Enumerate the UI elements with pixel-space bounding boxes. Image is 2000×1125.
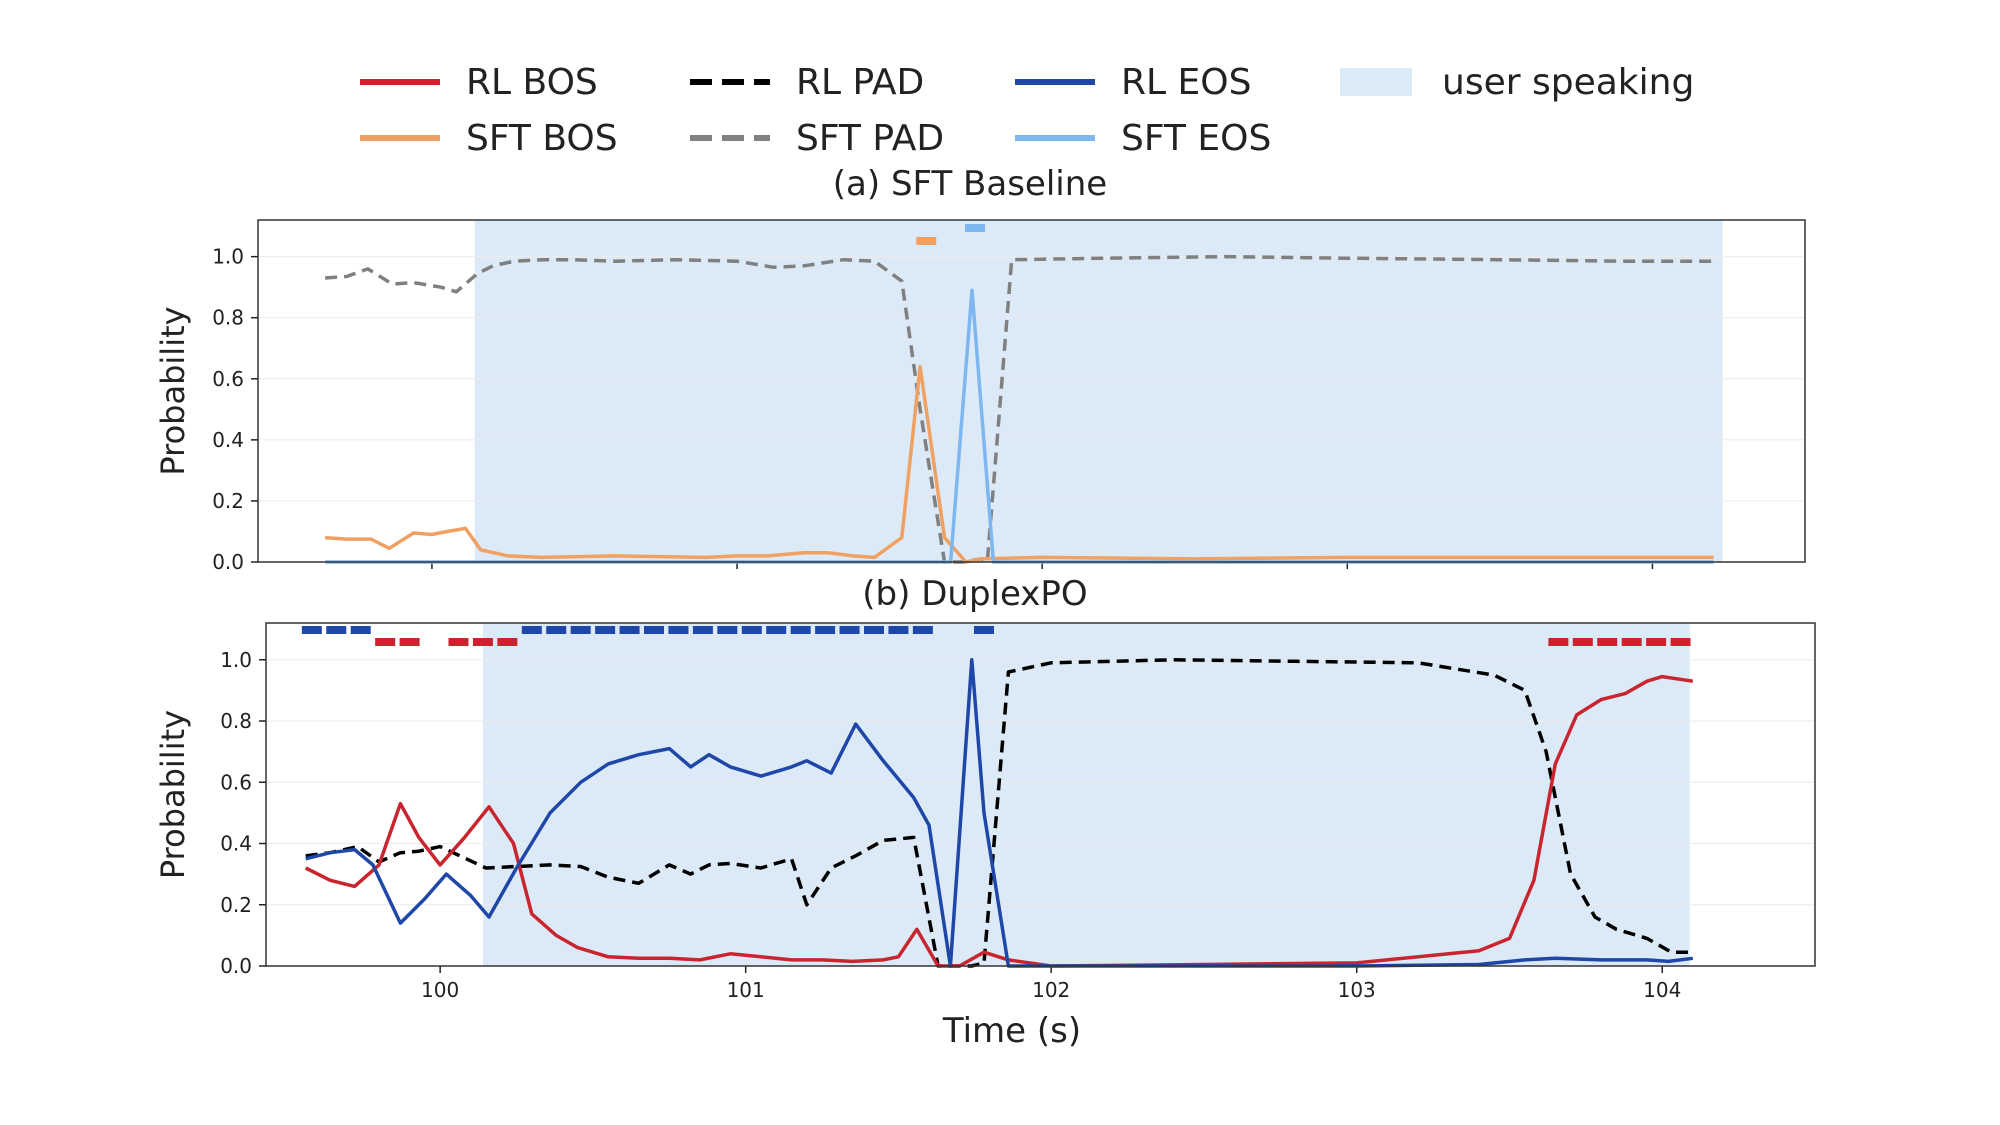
marker-rl-bos <box>375 638 396 646</box>
x-tick-label: 103 <box>1338 978 1376 1002</box>
panel-a-sft-baseline: 0.0 0.2 0.4 0.6 0.8 1.0 Probability <box>154 219 1806 574</box>
y-tick-label: 0.4 <box>212 428 244 452</box>
marker-rl-eos <box>790 626 811 634</box>
marker-rl-eos <box>973 626 994 634</box>
marker-rl-bos <box>1670 638 1691 646</box>
legend-item-sft-eos: SFT EOS <box>1015 118 1271 159</box>
marker-rl-eos <box>644 626 665 634</box>
y-tick-label: 0.0 <box>220 954 252 978</box>
plot-frame <box>257 219 1806 563</box>
y-axis-label: Probability <box>154 306 192 475</box>
marker-rl-eos <box>692 626 713 634</box>
marker-rl-bos <box>448 638 469 646</box>
legend-swatch-user-speaking <box>1340 68 1412 96</box>
marker-rl-eos <box>912 626 933 634</box>
legend-item-rl-pad: RL PAD <box>690 62 924 103</box>
legend-item-rl-eos: RL EOS <box>1015 62 1251 103</box>
series-line-sft-pad <box>324 254 1714 564</box>
legend-item-rl-bos: RL BOS <box>360 62 598 103</box>
marker-rl-bos <box>1621 638 1642 646</box>
y-tick-label: 0.6 <box>220 770 252 794</box>
y-tick-label: 0.4 <box>220 832 252 856</box>
marker-rl-eos <box>863 626 884 634</box>
panel-a-title: (a) SFT Baseline <box>833 164 1107 204</box>
user-speaking-region <box>474 220 1723 562</box>
marker-rl-eos <box>717 626 738 634</box>
plot-frame <box>265 622 1816 967</box>
y-tick-label: 0.2 <box>212 489 244 513</box>
legend-label-rl-bos: RL BOS <box>466 62 598 103</box>
y-tick-label: 1.0 <box>220 648 252 672</box>
legend-item-sft-pad: SFT PAD <box>690 118 944 159</box>
marker-rl-eos <box>839 626 860 634</box>
marker-rl-eos <box>546 626 567 634</box>
panel-b-title: (b) DuplexPO <box>862 574 1087 614</box>
series-line-rl-bos <box>304 674 1694 968</box>
legend-label-sft-pad: SFT PAD <box>796 118 944 159</box>
y-tick-label: 0.2 <box>220 893 252 917</box>
y-tick-label: 0.8 <box>212 306 244 330</box>
series-line-rl-pad <box>305 658 1693 968</box>
marker-rl-eos <box>888 626 909 634</box>
x-tick-label: 101 <box>727 978 765 1002</box>
marker-rl-bos <box>1548 638 1569 646</box>
legend-label-sft-eos: SFT EOS <box>1121 118 1271 159</box>
marker-sft-bos <box>916 237 937 245</box>
x-tick-label: 104 <box>1643 978 1681 1002</box>
y-tick-label: 0.8 <box>220 709 252 733</box>
x-tick-label: 100 <box>421 978 459 1002</box>
legend-label-user-speaking: user speaking <box>1442 62 1694 103</box>
legend-label-sft-bos: SFT BOS <box>466 118 618 159</box>
y-tick-label: 1.0 <box>212 245 244 269</box>
marker-rl-eos <box>668 626 689 634</box>
marker-rl-bos <box>1646 638 1667 646</box>
legend-label-rl-eos: RL EOS <box>1121 62 1251 103</box>
x-axis-label: Time (s) <box>942 1011 1081 1051</box>
user-speaking-region <box>482 623 1690 966</box>
marker-rl-bos <box>1572 638 1593 646</box>
marker-rl-eos <box>350 626 371 634</box>
marker-rl-eos <box>326 626 347 634</box>
x-tick-label: 102 <box>1032 978 1070 1002</box>
legend-item-sft-bos: SFT BOS <box>360 118 618 159</box>
marker-rl-eos <box>741 626 762 634</box>
marker-sft-eos <box>965 224 986 232</box>
legend-item-user-speaking: user speaking <box>1340 62 1694 103</box>
marker-rl-eos <box>521 626 542 634</box>
marker-rl-eos <box>619 626 640 634</box>
y-axis-label: Probability <box>154 710 192 879</box>
panel-b-duplexpo: 0.0 0.2 0.4 0.6 0.8 1.0 100 101 102 103 104 Probabi… <box>154 622 1816 1002</box>
marker-rl-bos <box>399 638 420 646</box>
marker-rl-eos <box>815 626 836 634</box>
y-tick-label: 0.0 <box>212 550 244 574</box>
marker-rl-bos <box>497 638 518 646</box>
legend-label-rl-pad: RL PAD <box>796 62 924 103</box>
series-line-sft-bos <box>324 364 1714 564</box>
marker-rl-bos <box>1597 638 1618 646</box>
y-tick-label: 0.6 <box>212 367 244 391</box>
marker-rl-eos <box>301 626 322 634</box>
legend: RL BOS RL PAD RL EOS user speaking SFT BOS SF… <box>360 62 1694 159</box>
marker-rl-bos <box>472 638 493 646</box>
marker-rl-eos <box>595 626 616 634</box>
marker-rl-eos <box>766 626 787 634</box>
marker-rl-eos <box>570 626 591 634</box>
